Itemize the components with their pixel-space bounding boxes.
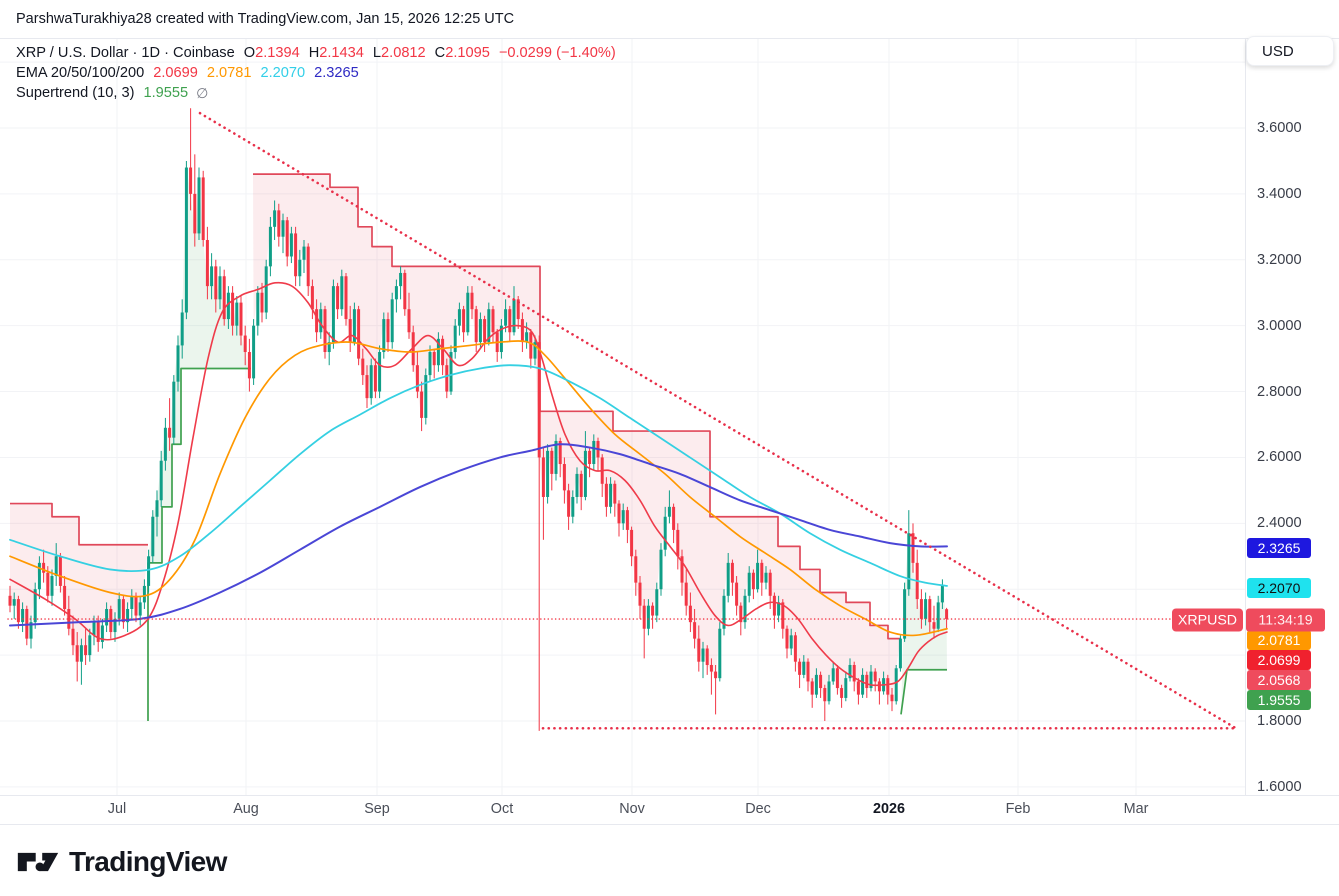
price-badge: 2.2070	[1247, 578, 1311, 598]
price-axis-label: 1.6000	[1257, 778, 1302, 795]
price-axis-label: 2.6000	[1257, 449, 1302, 466]
ema-values: 2.0699 2.0781 2.2070 2.3265	[144, 63, 359, 83]
price-axis[interactable]: 3.6000 3.4000 3.2000 3.0000 2.8000 2.6000 2.40…	[1245, 38, 1339, 795]
price-axis-label: 2.8000	[1257, 383, 1302, 400]
symbol-price-label: XRPUSD	[1172, 608, 1243, 632]
ema-value: 2.0699	[153, 65, 198, 81]
ema-value: 2.0781	[206, 65, 252, 81]
price-axis-label: 2.4000	[1257, 515, 1302, 532]
price-axis-label: 3.2000	[1257, 251, 1302, 268]
empty-set-icon: ∅	[196, 85, 209, 101]
ohlc-token: C2.1095	[434, 45, 490, 61]
price-axis-label: 3.0000	[1257, 317, 1302, 334]
supertrend-value: 1.9555	[143, 85, 189, 101]
time-axis-label: 2026	[872, 801, 906, 817]
price-badge: 2.0699	[1247, 650, 1311, 670]
currency-label: USD	[1262, 42, 1294, 60]
legend-supertrend-row[interactable]: Supertrend (10, 3) 1.9555 ∅	[16, 83, 616, 103]
price-badge: 1.9555	[1247, 690, 1311, 710]
ema-title: EMA 20/50/100/200	[16, 65, 145, 81]
countdown-badge: 11:34:19	[1246, 608, 1325, 632]
time-axis-label: Jul	[107, 801, 127, 817]
time-axis-label: Mar	[1123, 801, 1149, 817]
time-axis-label: Nov	[619, 801, 645, 817]
supertrend-title: Supertrend (10, 3)	[16, 85, 135, 101]
time-axis-label: Dec	[745, 801, 771, 817]
price-badge: 2.0781	[1247, 630, 1311, 650]
attribution-bar: ParshwaTurakhiya28 created with TradingV…	[0, 0, 1339, 39]
ohlc-token: L2.0812	[372, 45, 426, 61]
legend-symbol-row[interactable]: XRP / U.S. Dollar · 1D · Coinbase O2.139…	[16, 43, 616, 63]
legend-ema-row[interactable]: EMA 20/50/100/200 2.0699 2.0781 2.2070 2.32…	[16, 63, 616, 83]
time-axis-label: Feb	[1005, 801, 1031, 817]
ohlc-values: O2.1394 H2.1434 L2.0812 C2.1095	[235, 43, 490, 63]
price-axis-label: 3.4000	[1257, 185, 1302, 202]
ohlc-token: O2.1394	[243, 45, 300, 61]
ema-value: 2.3265	[314, 65, 359, 81]
tradingview-wordmark: TradingView	[69, 846, 227, 877]
time-axis-label: Sep	[364, 801, 390, 817]
currency-selector-button[interactable]: USD	[1246, 36, 1334, 66]
price-axis-label: 3.6000	[1257, 120, 1302, 136]
attribution-text: ParshwaTurakhiya28 created with TradingV…	[16, 11, 515, 27]
tradingview-logo[interactable]: TradingView	[16, 843, 227, 881]
price-axis-label: 1.8000	[1257, 712, 1302, 729]
chart-legend: XRP / U.S. Dollar · 1D · Coinbase O2.139…	[16, 43, 616, 103]
ema-value: 2.2070	[260, 65, 306, 81]
ohlc-token: H2.1434	[308, 45, 364, 61]
price-badge: 2.0568	[1247, 670, 1311, 690]
symbol-title: XRP / U.S. Dollar · 1D · Coinbase	[16, 45, 235, 61]
change-value: −0.0299 (−1.40%)	[498, 45, 616, 61]
price-badge: 2.3265	[1247, 538, 1311, 558]
time-axis-label: Aug	[233, 801, 259, 817]
time-axis-label: Oct	[490, 801, 514, 817]
time-axis[interactable]: Jul Aug Sep Oct Nov Dec 2026 Feb Mar	[0, 795, 1339, 825]
tradingview-logo-icon	[17, 852, 59, 872]
